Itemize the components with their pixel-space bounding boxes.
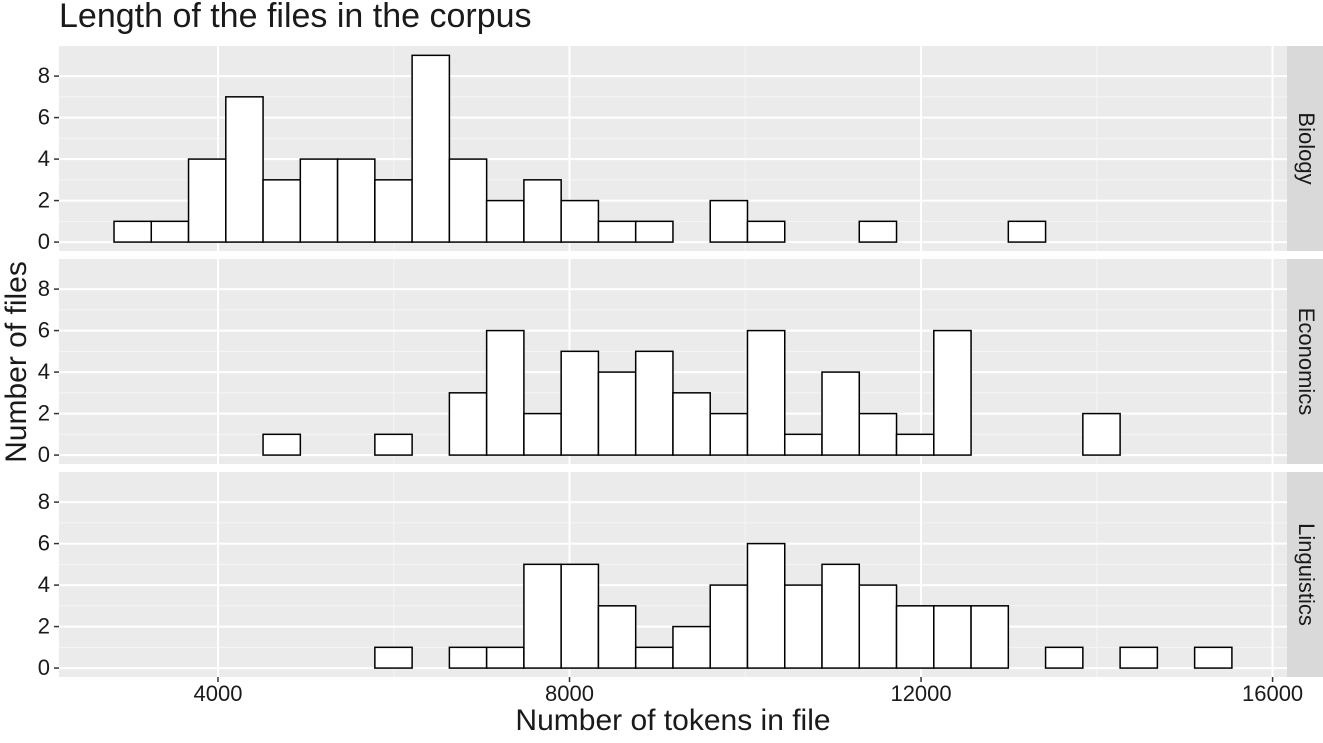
histogram-bar [746,542,786,669]
y-tick-label: 8 [38,276,50,301]
y-tick-label: 0 [38,229,50,254]
x-tick-label: 8000 [545,681,594,706]
histogram-bar [858,584,898,669]
histogram-bar [1119,646,1159,669]
strip-label: Linguistics [1294,523,1319,626]
strip-background [1287,259,1323,464]
histogram-bar [560,199,600,243]
histogram-bar [709,199,749,243]
histogram-bar [597,220,637,243]
y-tick-label: 2 [38,613,50,638]
histogram-bar [634,350,674,456]
histogram-bar [485,646,525,669]
histogram-bar [560,563,600,669]
histogram-bar [895,605,935,669]
strip-label: Biology [1294,112,1319,184]
x-tick-label: 4000 [194,681,243,706]
histogram-bar [448,646,488,669]
histogram-bar [1082,412,1121,456]
y-tick-label: 4 [38,146,50,171]
strip-background [1287,472,1323,677]
histogram-bar [634,220,674,243]
histogram-bar [262,433,302,456]
histogram-bar [1193,646,1233,669]
histogram-bar [597,371,637,456]
histogram-bar [336,158,376,243]
histogram-bar [783,584,823,669]
histogram-bar [783,433,823,456]
histogram-bar [448,392,488,456]
histogram-bar [1044,646,1084,669]
y-tick-label: 6 [38,317,50,342]
histogram-bar [858,220,898,243]
histogram-bar [821,563,861,669]
strip-background [1287,46,1323,251]
strip-label: Economics [1294,308,1319,416]
histogram-bar [560,350,600,456]
histogram-bar [374,433,413,456]
y-tick-label: 4 [38,572,50,597]
histogram-bar [970,605,1010,669]
histogram-bar [448,158,488,243]
histogram-bar [672,625,711,669]
histogram-bar [746,220,786,243]
histogram-bar [709,412,749,456]
y-tick-label: 6 [38,530,50,555]
y-tick-label: 6 [38,104,50,129]
x-tick-label: 16000 [1242,681,1303,706]
histogram-bar [485,199,525,243]
histogram-bar [150,220,190,243]
histogram-bar [411,54,451,243]
histogram-bar [485,329,525,456]
y-tick-label: 2 [38,187,50,212]
histogram-bar [933,329,972,456]
histogram-bar [895,433,935,456]
x-axis-label: Number of tokens in file [515,704,830,737]
histogram-bar [523,563,562,669]
chart-title: Length of the files in the corpus [59,0,532,35]
histogram-bar [709,584,749,669]
y-tick-label: 8 [38,489,50,514]
histogram-bar [187,158,227,243]
x-tick-label: 12000 [890,681,951,706]
y-tick-label: 2 [38,400,50,425]
histogram-bar [672,392,711,456]
histogram-bar [523,179,562,243]
histogram-bar [374,646,413,669]
histogram-bar [113,220,153,243]
histogram-bar [597,605,637,669]
y-tick-label: 8 [38,63,50,88]
y-tick-label: 0 [38,442,50,467]
histogram-bar [634,646,674,669]
y-tick-label: 0 [38,655,50,680]
histogram-bar [523,412,562,456]
histogram-bar [821,371,861,456]
histogram-bar [374,179,413,243]
histogram-bar [933,605,972,669]
histogram-bar [262,179,302,243]
histogram-bar [299,158,339,243]
histogram-bar [225,96,264,243]
histogram-bar [746,329,786,456]
y-axis-label: Number of files [0,261,33,463]
y-tick-label: 4 [38,359,50,384]
histogram-bar [1007,220,1047,243]
histogram-bar [858,412,898,456]
